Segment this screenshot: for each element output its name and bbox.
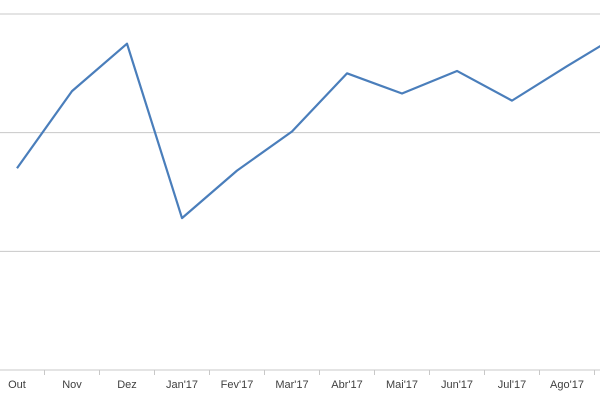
x-tick-label: Fev'17 bbox=[221, 379, 254, 391]
x-tick-label: Mar'17 bbox=[275, 379, 308, 391]
x-tick-label: Jan'17 bbox=[166, 379, 198, 391]
x-tick-label: Mai'17 bbox=[386, 379, 418, 391]
line-series bbox=[16, 42, 600, 220]
x-tick-label: Ago'17 bbox=[550, 379, 584, 391]
x-tick-label: Out bbox=[8, 379, 26, 391]
x-tick-label: Nov bbox=[62, 379, 82, 391]
x-tick-label: Jul'17 bbox=[498, 379, 526, 391]
x-tick-label: Abr'17 bbox=[331, 379, 362, 391]
x-tick-label: Jun'17 bbox=[441, 379, 473, 391]
x-tick-label: Dez bbox=[117, 379, 137, 391]
